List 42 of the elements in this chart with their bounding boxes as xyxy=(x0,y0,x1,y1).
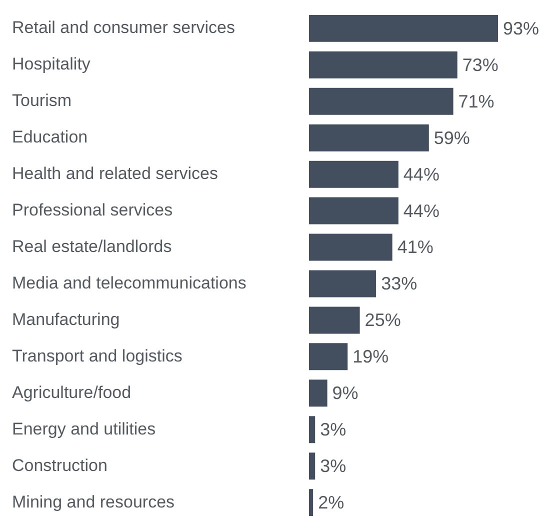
data-label: 25% xyxy=(364,310,401,330)
y-tick-label: Health and related services xyxy=(12,164,218,184)
y-tick-label: Manufacturing xyxy=(12,310,120,329)
data-label: 9% xyxy=(332,383,358,404)
bar xyxy=(309,197,398,224)
y-tick-label: Energy and utilities xyxy=(12,419,156,438)
data-label: 73% xyxy=(462,54,498,75)
y-tick-label: Retail and consumer services xyxy=(12,18,235,38)
y-tick-label: Education xyxy=(12,128,88,147)
bar xyxy=(309,452,316,480)
bar xyxy=(309,124,429,152)
bar xyxy=(309,416,316,444)
data-label: 44% xyxy=(403,164,440,184)
bar xyxy=(309,489,314,516)
data-label: 33% xyxy=(381,274,418,294)
y-tick-label: Media and telecommunications xyxy=(12,273,246,292)
y-tick-label: Professional services xyxy=(12,200,173,220)
data-label: 3% xyxy=(320,420,346,440)
y-tick-label: Tourism xyxy=(12,91,72,110)
data-label: 59% xyxy=(434,128,470,148)
bar xyxy=(309,14,498,42)
bar xyxy=(309,380,328,407)
bar xyxy=(309,160,398,188)
data-label: 41% xyxy=(397,237,434,258)
y-tick-label: Agriculture/food xyxy=(12,382,132,402)
y-tick-label: Hospitality xyxy=(12,54,91,74)
bar xyxy=(309,306,360,334)
y-tick-label: Real estate/landlords xyxy=(12,236,172,256)
y-tick-label: Transport and logistics xyxy=(12,346,182,366)
data-label: 2% xyxy=(318,492,344,513)
bar xyxy=(309,270,376,298)
bar xyxy=(309,234,392,261)
data-label: 19% xyxy=(352,346,389,367)
bar xyxy=(309,343,348,370)
y-tick-label: Mining and resources xyxy=(12,492,175,512)
data-label: 44% xyxy=(403,200,440,221)
data-label: 3% xyxy=(320,456,346,476)
bar xyxy=(309,88,454,115)
data-label: 93% xyxy=(503,18,540,38)
y-tick-label: Construction xyxy=(12,456,108,475)
data-label: 71% xyxy=(458,91,494,112)
bar xyxy=(309,51,458,78)
